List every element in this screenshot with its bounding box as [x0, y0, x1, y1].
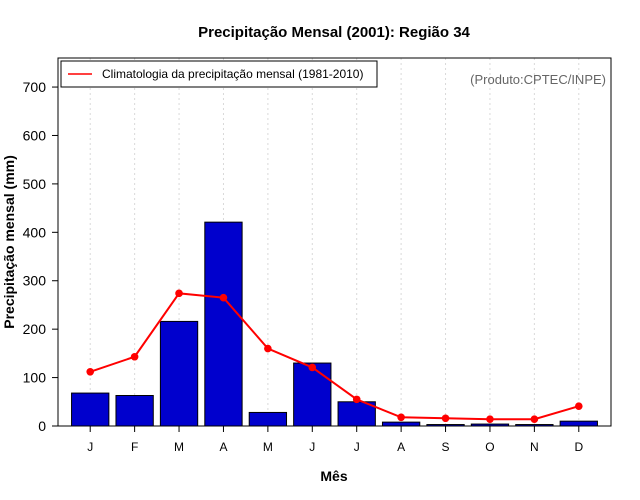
x-tick-label-3: M	[174, 440, 184, 454]
climatology-line	[89, 292, 580, 421]
x-tick-label-9: S	[442, 440, 450, 454]
climatology-point-10	[486, 415, 494, 424]
bar-7	[337, 401, 376, 427]
climatology-point-9	[441, 414, 450, 423]
x-tick-label-12: D	[574, 440, 583, 454]
y-tick-label-400: 400	[23, 224, 47, 240]
climatology-point-5	[264, 344, 272, 353]
bar-12	[559, 420, 598, 427]
y-tick-label-300: 300	[23, 273, 47, 289]
legend-box	[60, 60, 378, 88]
y-axis: 0 100 200 300 400 500 600 700	[23, 79, 58, 434]
climatology-line-series	[86, 289, 583, 424]
y-tick-label-700: 700	[23, 79, 47, 95]
climatology-point-7	[352, 395, 361, 404]
x-tick-label-2: F	[131, 440, 138, 454]
x-tick-label-8: A	[397, 440, 405, 454]
chart-title: Precipitação Mensal (2001): Região 34	[198, 24, 470, 41]
legend: Climatologia da precipitação mensal (198…	[60, 60, 378, 88]
x-tick-label-1: J	[87, 440, 93, 454]
y-tick-label-200: 200	[23, 321, 47, 337]
climatology-point-1	[86, 367, 95, 376]
climatology-point-4	[219, 293, 228, 302]
y-tick-label-100: 100	[23, 370, 47, 386]
climatology-point-8	[397, 413, 405, 422]
climatology-point-6	[308, 363, 317, 372]
y-tick-label-600: 600	[23, 127, 47, 143]
bar-8	[381, 421, 421, 427]
bar-6	[293, 362, 332, 427]
x-tick-label-10: O	[485, 440, 494, 454]
x-tick-label-5: M	[263, 440, 273, 454]
climatology-point-11	[530, 415, 539, 424]
product-credit: (Produto:CPTEC/INPE)	[470, 72, 606, 87]
x-tick-label-7: J	[354, 440, 360, 454]
y-axis-label: Precipitação mensal (mm)	[1, 155, 17, 329]
x-tick-label-6: J	[309, 440, 315, 454]
x-tick-label-4: A	[219, 440, 227, 454]
bar-3	[159, 320, 199, 427]
y-tick-label-500: 500	[23, 176, 47, 192]
x-axis-label: Mês	[320, 468, 347, 484]
climatology-point-2	[130, 352, 139, 361]
plot-frame	[57, 57, 612, 427]
bar-1	[71, 392, 110, 427]
x-tick-label-11: N	[530, 440, 539, 454]
bar-4	[204, 221, 243, 427]
legend-label: Climatologia da precipitação mensal (198…	[102, 67, 363, 81]
climatology-point-12	[574, 402, 583, 410]
y-tick-label-0: 0	[38, 418, 46, 434]
climatology-point-3	[175, 289, 183, 298]
bar-2	[115, 394, 154, 427]
bar-5	[248, 411, 288, 427]
bar-series	[71, 221, 598, 427]
